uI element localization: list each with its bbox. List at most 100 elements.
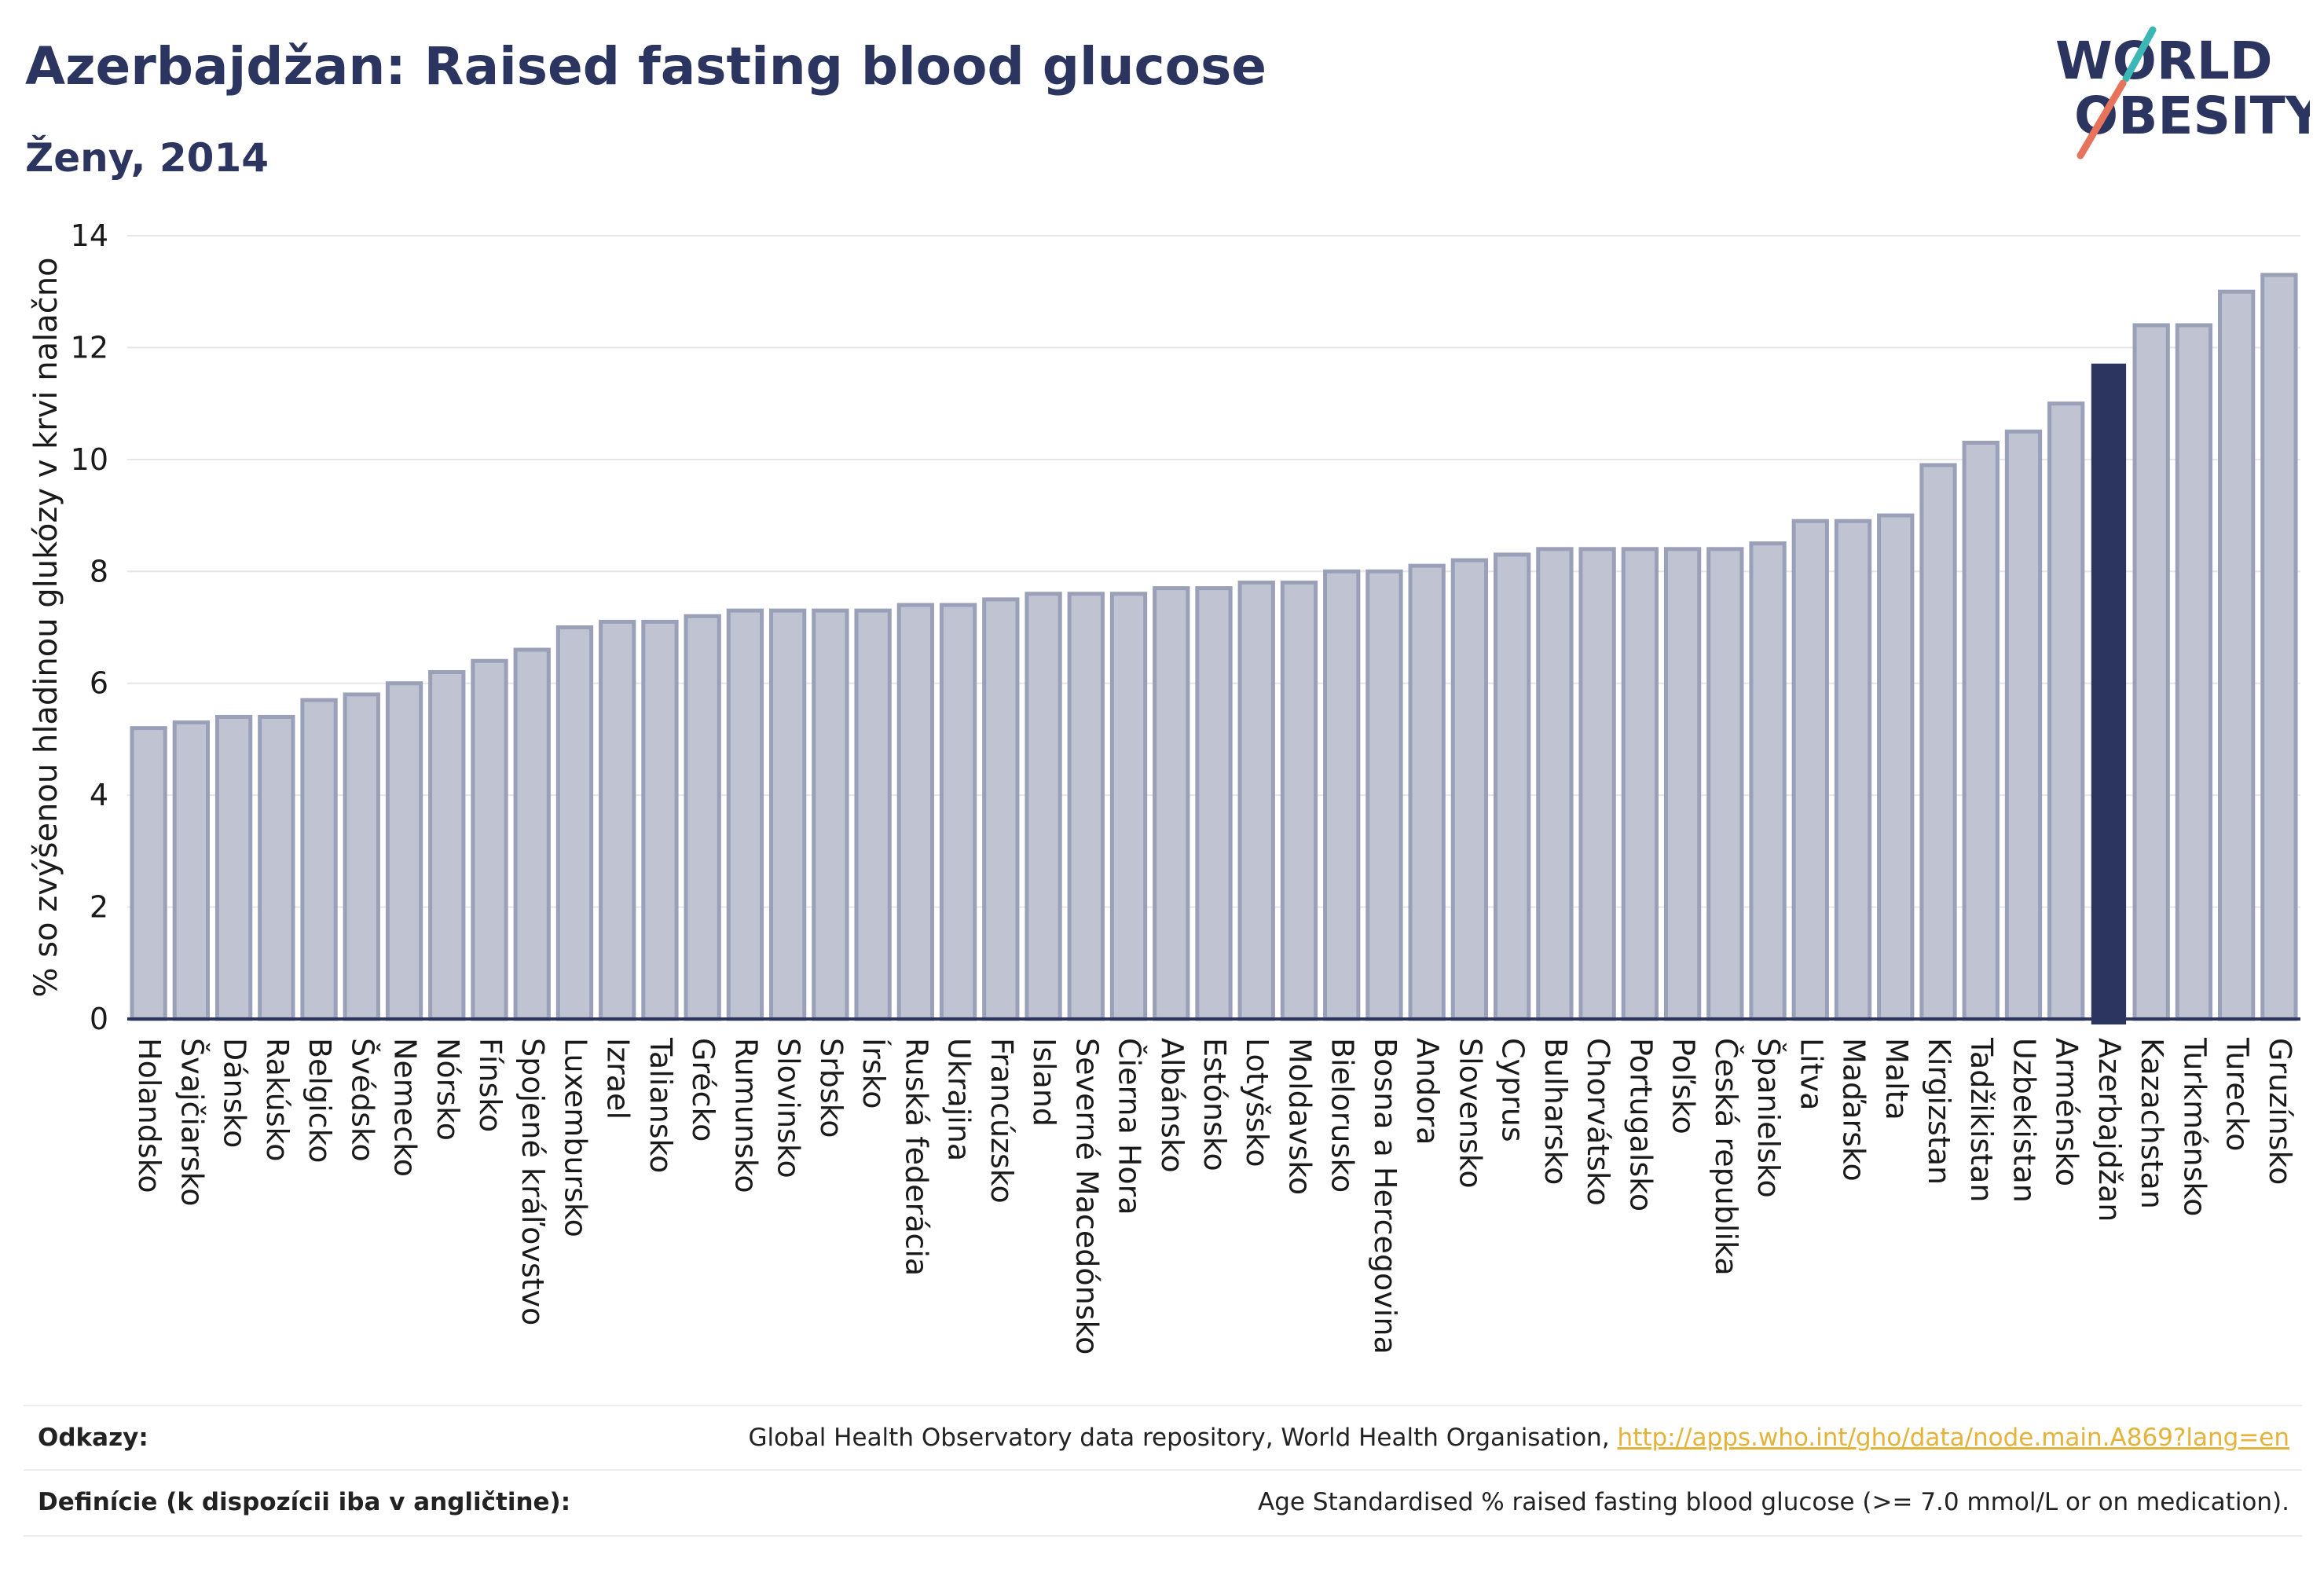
x-tick-label: Nórsko	[431, 1038, 465, 1141]
x-tick-label: Gruzínsko	[2263, 1038, 2297, 1185]
bar-Rakúsko[interactable]	[258, 714, 295, 1021]
bar-Azerbajdžan[interactable]	[2091, 363, 2127, 1024]
x-tick-label: Taliansko	[643, 1037, 678, 1173]
bar-Česká republika[interactable]	[1706, 547, 1744, 1021]
bar-Bulharsko[interactable]	[1536, 547, 1574, 1021]
y-tick-labels: 0 2 4 6 8 10 12 14	[71, 218, 108, 1036]
x-tick-label: Litva	[1794, 1038, 1828, 1110]
bar-Portugalsko[interactable]	[1621, 547, 1659, 1021]
bar-Fínsko[interactable]	[471, 658, 508, 1021]
x-tick-label: Azerbajdžan	[2092, 1038, 2127, 1222]
bar-Severné Macedónsko[interactable]	[1067, 592, 1105, 1021]
x-tick-label: Albánsko	[1155, 1038, 1189, 1173]
bar-Švédsko[interactable]	[343, 692, 380, 1021]
bar-Kirgizstan[interactable]	[1919, 463, 1957, 1021]
bar-Írsko[interactable]	[854, 608, 892, 1021]
bar-Malta[interactable]	[1877, 513, 1915, 1021]
logo-slash-coral	[2077, 79, 2127, 159]
bar-Slovensko[interactable]	[1450, 558, 1489, 1021]
x-tick-label: Spojené kráľovstvo	[515, 1038, 550, 1325]
x-tick-label: Rumunsko	[728, 1038, 763, 1193]
x-tick-label: Izrael	[601, 1038, 636, 1120]
x-tick-label: Srbsko	[814, 1038, 849, 1138]
x-tick-label: Slovinsko	[772, 1038, 806, 1178]
bar-Izrael[interactable]	[599, 619, 636, 1021]
logo-slash-teal	[2122, 26, 2157, 82]
bar-Čierna Hora[interactable]	[1109, 592, 1148, 1021]
bar-Poľsko[interactable]	[1663, 547, 1702, 1021]
x-tick-label: Bulharsko	[1538, 1038, 1573, 1185]
bar-Rumunsko[interactable]	[726, 608, 764, 1021]
bar-Estónsko[interactable]	[1195, 586, 1233, 1021]
bar-Kazachstan[interactable]	[2132, 323, 2170, 1021]
y-tick-label: 12	[71, 330, 108, 365]
references-text: Global Health Observatory data repositor…	[748, 1424, 1618, 1452]
x-tick-label: Nemecko	[388, 1038, 423, 1177]
bar-Island[interactable]	[1025, 592, 1062, 1021]
bar-Spojené kráľovstvo[interactable]	[513, 647, 551, 1021]
x-tick-label: Dánsko	[218, 1038, 252, 1148]
bar-Litva[interactable]	[1791, 519, 1829, 1021]
x-tick-label: Estónsko	[1197, 1038, 1232, 1171]
bars	[130, 273, 2298, 1024]
bar-Ruská federácia[interactable]	[896, 603, 935, 1021]
bar-Andora[interactable]	[1408, 563, 1446, 1021]
y-axis-label: % so zvýšenou hladinou glukózy v krvi na…	[28, 257, 64, 997]
bar-Španielsko[interactable]	[1749, 541, 1787, 1021]
bar-Luxembursko[interactable]	[555, 625, 594, 1021]
bar-Holandsko[interactable]	[130, 726, 167, 1021]
x-tick-label: Lotyšsko	[1240, 1038, 1274, 1167]
x-tick-label: Andora	[1410, 1038, 1445, 1145]
references-label: Odkazy:	[38, 1424, 148, 1452]
bar-Turkménsko[interactable]	[2175, 323, 2213, 1021]
x-tick-label: Chorvátsko	[1581, 1038, 1615, 1206]
bar-Chorvátsko[interactable]	[1578, 547, 1616, 1021]
bar-Arménsko[interactable]	[2047, 401, 2085, 1021]
x-tick-label: Arménsko	[2050, 1038, 2084, 1186]
x-tick-label: Kazachstan	[2135, 1038, 2169, 1209]
bar-Belgicko[interactable]	[300, 698, 338, 1021]
y-tick-label: 10	[71, 442, 108, 477]
bar-Tadžikistan[interactable]	[1962, 440, 2000, 1021]
x-tick-label: Rakúsko	[260, 1038, 295, 1161]
x-tick-label: Tadžikistan	[1964, 1037, 1999, 1202]
x-tick-label: Slovensko	[1453, 1038, 1487, 1189]
bar-Švajčiarsko[interactable]	[172, 720, 211, 1021]
bar-Bielorusko[interactable]	[1323, 569, 1361, 1021]
bar-Bosna a Hercegovina[interactable]	[1365, 569, 1403, 1021]
bar-Nórsko[interactable]	[428, 669, 466, 1021]
bar-Gruzínsko[interactable]	[2260, 273, 2298, 1021]
x-tick-label: Bosna a Hercegovina	[1368, 1038, 1402, 1354]
x-tick-label: Fínsko	[473, 1038, 508, 1132]
y-tick-label: 8	[90, 554, 108, 588]
bar-Srbsko[interactable]	[812, 608, 849, 1021]
x-tick-label: Česká republika	[1709, 1038, 1743, 1276]
y-tick-label: 2	[90, 890, 108, 925]
bar-Uzbekistan[interactable]	[2004, 429, 2043, 1021]
x-tick-label: Francúzsko	[984, 1038, 1019, 1204]
bar-Slovinsko[interactable]	[768, 608, 807, 1021]
x-tick-label: Grécko	[686, 1038, 720, 1142]
bar-Albánsko[interactable]	[1153, 586, 1190, 1021]
references-link[interactable]: http://apps.who.int/gho/data/node.main.A…	[1617, 1424, 2289, 1452]
bar-Taliansko[interactable]	[641, 619, 679, 1021]
bar-Ukrajina[interactable]	[939, 603, 977, 1021]
x-tick-label: Írsko	[856, 1038, 891, 1109]
bar-Turecko[interactable]	[2217, 289, 2256, 1021]
bar-Maďarsko[interactable]	[1834, 519, 1872, 1021]
bar-Dánsko[interactable]	[214, 714, 253, 1021]
bar-Nemecko[interactable]	[385, 681, 423, 1021]
bar-Moldavsko[interactable]	[1280, 581, 1318, 1021]
x-tick-label: Luxembursko	[558, 1038, 592, 1237]
x-tick-label: Turkménsko	[2177, 1037, 2212, 1216]
x-tick-label: Turecko	[2220, 1037, 2255, 1152]
bar-Lotyšsko[interactable]	[1237, 581, 1275, 1021]
x-tick-label: Poľsko	[1666, 1038, 1701, 1134]
footer-divider-bottom	[24, 1535, 2302, 1537]
x-tick-label: Bielorusko	[1325, 1038, 1360, 1193]
bar-Cyprus[interactable]	[1493, 552, 1531, 1021]
bar-Francúzsko[interactable]	[982, 597, 1020, 1021]
bar-Grécko[interactable]	[684, 614, 721, 1021]
x-tick-label: Čierna Hora	[1113, 1038, 1147, 1215]
y-tick-label: 6	[90, 666, 108, 701]
